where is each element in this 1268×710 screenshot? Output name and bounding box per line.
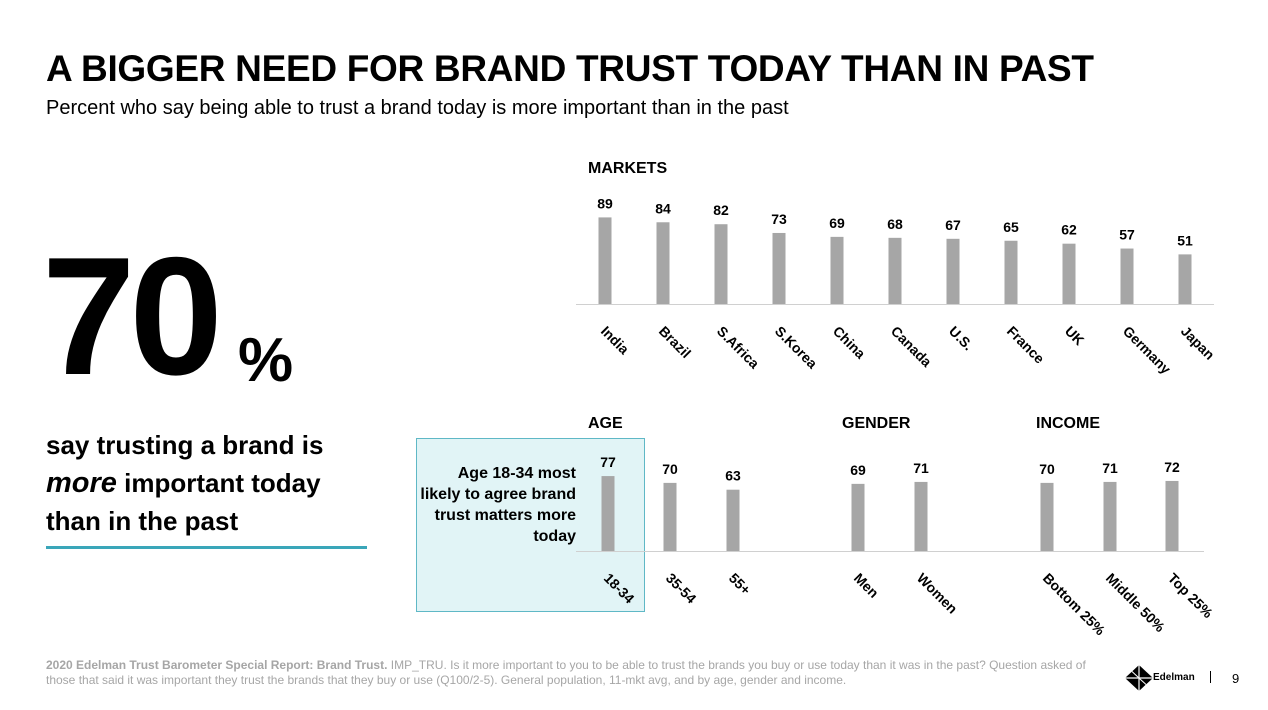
income-value-label: 72 <box>1164 459 1180 475</box>
markets-section-title: MARKETS <box>588 160 668 177</box>
markets-value-label: 69 <box>829 215 845 231</box>
markets-category-label: France <box>1004 323 1048 367</box>
income-value-label: 70 <box>1039 461 1055 477</box>
gender-bar <box>914 481 928 551</box>
markets-bar <box>772 232 786 304</box>
headline-line-2-rest: important today <box>116 468 321 498</box>
markets-value-label: 51 <box>1177 232 1193 248</box>
page-subtitle: Percent who say being able to trust a br… <box>46 97 789 119</box>
markets-value-label: 89 <box>597 195 613 211</box>
age-bar <box>726 489 740 551</box>
edelman-logo-icon <box>1125 665 1153 691</box>
income-category-label: Middle 50% <box>1103 570 1169 636</box>
age-category-label: 55+ <box>726 570 754 598</box>
age-bar <box>601 476 615 551</box>
headline-underline <box>46 546 367 549</box>
headline-number: 70 <box>42 222 223 410</box>
markets-bar <box>830 236 844 304</box>
gender-category-label: Men <box>851 570 882 601</box>
headline-line-1: say trusting a brand is <box>46 430 324 460</box>
headline-line-2: more important today <box>46 464 376 502</box>
income-bar <box>1040 482 1054 551</box>
markets-category-label: UK <box>1062 323 1088 349</box>
age-category-label: 35-54 <box>663 570 700 607</box>
headline-emphasis: more <box>46 467 117 499</box>
markets-bar <box>656 222 670 304</box>
income-category-label: Bottom 25% <box>1040 570 1109 639</box>
markets-bar <box>946 238 960 304</box>
footer-source: 2020 Edelman Trust Barometer Special Rep… <box>46 658 388 672</box>
age-section-title: AGE <box>588 415 623 432</box>
income-bar <box>1165 480 1179 551</box>
markets-value-label: 62 <box>1061 222 1077 238</box>
markets-category-label: Japan <box>1178 323 1218 363</box>
markets-bar <box>1004 240 1018 304</box>
logo-text: Edelman <box>1153 672 1195 683</box>
headline-percent-sign: % <box>238 326 294 395</box>
markets-value-label: 73 <box>771 211 787 227</box>
markets-bar <box>714 224 728 304</box>
markets-value-label: 68 <box>887 216 903 232</box>
gender-value-label: 71 <box>913 460 929 476</box>
markets-value-label: 82 <box>713 202 729 218</box>
markets-value-label: 65 <box>1003 219 1019 235</box>
markets-category-label: U.S. <box>946 323 977 354</box>
headline-statement: say trusting a brand is more important t… <box>46 426 376 540</box>
markets-category-label: India <box>598 323 633 358</box>
markets-category-label: Canada <box>888 323 935 370</box>
markets-bar <box>1178 254 1192 304</box>
gender-value-label: 69 <box>850 462 866 478</box>
markets-value-label: 84 <box>655 200 671 216</box>
age-category-label: 18-34 <box>601 570 638 607</box>
footer-separator <box>1210 671 1211 683</box>
footer-question: IMP_TRU. Is it more important to you to … <box>46 658 1086 687</box>
age-value-label: 70 <box>662 461 678 477</box>
gender-bar <box>851 483 865 551</box>
markets-category-label: Germany <box>1120 323 1174 377</box>
income-value-label: 71 <box>1102 460 1118 476</box>
markets-bar <box>1120 248 1134 304</box>
markets-value-label: 67 <box>945 217 961 233</box>
markets-category-label: S.Korea <box>772 323 821 372</box>
age-value-label: 63 <box>725 468 741 484</box>
markets-bar <box>888 237 902 304</box>
page-title: A BIGGER NEED FOR BRAND TRUST TODAY THAN… <box>46 48 1094 89</box>
gender-category-label: Women <box>914 570 961 617</box>
markets-category-label: Brazil <box>656 323 694 361</box>
headline-line-3: than in the past <box>46 506 239 536</box>
markets-category-label: China <box>830 323 869 362</box>
markets-category-label: S.Africa <box>714 323 763 372</box>
income-section-title: INCOME <box>1036 415 1100 432</box>
age-value-label: 77 <box>600 454 616 470</box>
page-number: 9 <box>1232 671 1240 686</box>
footer-note: 2020 Edelman Trust Barometer Special Rep… <box>46 658 1086 688</box>
income-bar <box>1103 481 1117 551</box>
age-bar <box>663 482 677 551</box>
markets-bar <box>598 217 612 304</box>
markets-bar <box>1062 243 1076 304</box>
income-category-label: Top 25% <box>1165 570 1217 622</box>
markets-value-label: 57 <box>1119 227 1135 243</box>
age-callout-text: Age 18-34 most likely to agree brand tru… <box>420 465 576 545</box>
gender-section-title: GENDER <box>842 415 911 432</box>
